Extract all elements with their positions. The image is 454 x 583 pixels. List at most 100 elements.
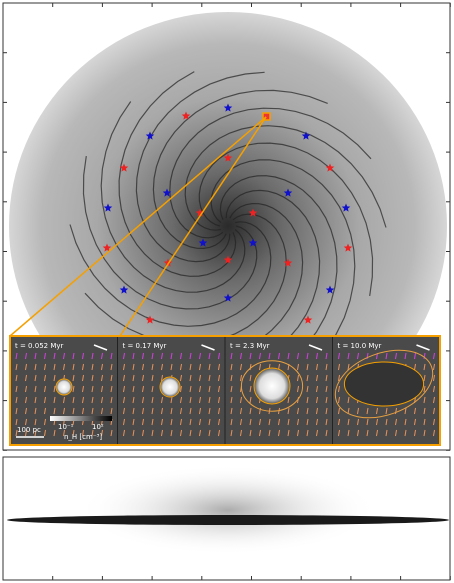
velocity-arrow: [132, 363, 135, 371]
velocity-arrow: [170, 407, 173, 415]
velocity-arrow: [110, 374, 113, 382]
direction-arrow: [308, 344, 323, 351]
scale-bar-label: 100 pc: [17, 426, 41, 434]
velocity-arrow: [34, 418, 37, 426]
edge-on-halo: [78, 465, 378, 555]
velocity-arrow: [34, 363, 37, 371]
velocity-arrow: [161, 429, 163, 437]
velocity-arrow: [385, 429, 388, 437]
velocity-arrow: [25, 396, 27, 404]
velocity-arrow: [63, 429, 65, 437]
velocity-arrow: [180, 418, 182, 426]
velocity-arrow: [404, 407, 407, 415]
velocity-arrow: [25, 374, 27, 382]
velocity-arrow: [230, 374, 233, 382]
velocity-arrow: [72, 374, 75, 382]
velocity-arrow: [268, 429, 271, 437]
velocity-arrow: [180, 363, 182, 371]
velocity-arrow: [151, 363, 154, 371]
direction-arrow: [201, 344, 215, 351]
velocity-arrow: [404, 418, 407, 426]
velocity-arrow: [34, 407, 37, 415]
velocity-arrow: [230, 363, 233, 371]
velocity-arrow: [208, 385, 211, 393]
velocity-arrow: [230, 418, 233, 426]
velocity-arrow: [15, 385, 18, 393]
velocity-arrow: [110, 385, 113, 393]
velocity-arrow: [287, 352, 290, 360]
velocity-arrow: [395, 418, 397, 426]
velocity-arrow: [132, 418, 135, 426]
velocity-arrow: [414, 418, 416, 426]
velocity-arrow: [230, 352, 233, 360]
velocity-arrow: [34, 352, 37, 360]
velocity-arrow: [218, 407, 220, 415]
time-label: t = 10.0 Myr: [338, 342, 382, 350]
velocity-arrow: [170, 396, 173, 404]
velocity-arrow: [15, 352, 18, 360]
velocity-arrow: [82, 374, 84, 382]
velocity-arrow: [189, 363, 192, 371]
velocity-arrow: [423, 385, 426, 393]
bubble: [159, 376, 181, 398]
star: [162, 188, 172, 197]
velocity-arrow: [208, 363, 211, 371]
spiral-arm: [152, 89, 328, 250]
velocity-arrow: [259, 429, 261, 437]
velocity-arrow: [338, 374, 340, 382]
velocity-arrow: [278, 429, 280, 437]
velocity-arrow: [287, 429, 290, 437]
time-label: t = 2.3 Myr: [230, 342, 270, 350]
velocity-arrow: [25, 352, 27, 360]
velocity-arrow: [208, 352, 211, 360]
velocity-arrow: [433, 374, 435, 382]
velocity-arrow: [316, 363, 318, 371]
velocity-arrow: [249, 363, 252, 371]
velocity-arrow: [44, 374, 46, 382]
velocity-arrow: [180, 396, 182, 404]
velocity-arrow: [297, 385, 299, 393]
velocity-arrow: [72, 385, 75, 393]
velocity-arrow: [259, 352, 261, 360]
velocity-arrow: [199, 418, 201, 426]
spiral-arm: [135, 71, 265, 263]
star: [341, 203, 351, 212]
velocity-arrow: [240, 407, 242, 415]
velocity-arrow: [433, 418, 435, 426]
velocity-arrow: [199, 396, 201, 404]
time-label: t = 0.17 Myr: [123, 342, 167, 350]
velocity-arrow: [218, 429, 220, 437]
velocity-arrow: [316, 407, 318, 415]
velocity-arrow: [316, 352, 318, 360]
velocity-arrow: [161, 352, 163, 360]
velocity-arrow: [91, 363, 94, 371]
velocity-arrow: [199, 363, 201, 371]
velocity-arrow: [142, 374, 144, 382]
star: [145, 315, 155, 324]
velocity-arrow: [180, 429, 182, 437]
velocity-arrow: [82, 396, 84, 404]
edge-on-disc: [7, 515, 449, 525]
velocity-arrow: [347, 418, 350, 426]
velocity-arrow: [218, 396, 220, 404]
velocity-arrow: [44, 418, 46, 426]
velocity-arrow: [433, 352, 435, 360]
velocity-arrow: [15, 418, 18, 426]
spiral-arm: [69, 221, 272, 327]
velocity-arrow: [316, 429, 318, 437]
velocity-arrow: [259, 418, 261, 426]
velocity-arrow: [44, 407, 46, 415]
velocity-arrow: [306, 385, 309, 393]
velocity-arrow: [101, 385, 103, 393]
velocity-arrow: [170, 363, 173, 371]
velocity-arrow: [287, 418, 290, 426]
velocity-arrow: [347, 429, 350, 437]
velocity-arrow: [189, 352, 192, 360]
velocity-arrow: [297, 374, 299, 382]
velocity-arrow: [72, 352, 75, 360]
velocity-arrow: [230, 396, 233, 404]
velocity-arrow: [366, 429, 369, 437]
velocity-arrow: [91, 385, 94, 393]
velocity-arrow: [230, 385, 233, 393]
velocity-arrow: [180, 374, 182, 382]
